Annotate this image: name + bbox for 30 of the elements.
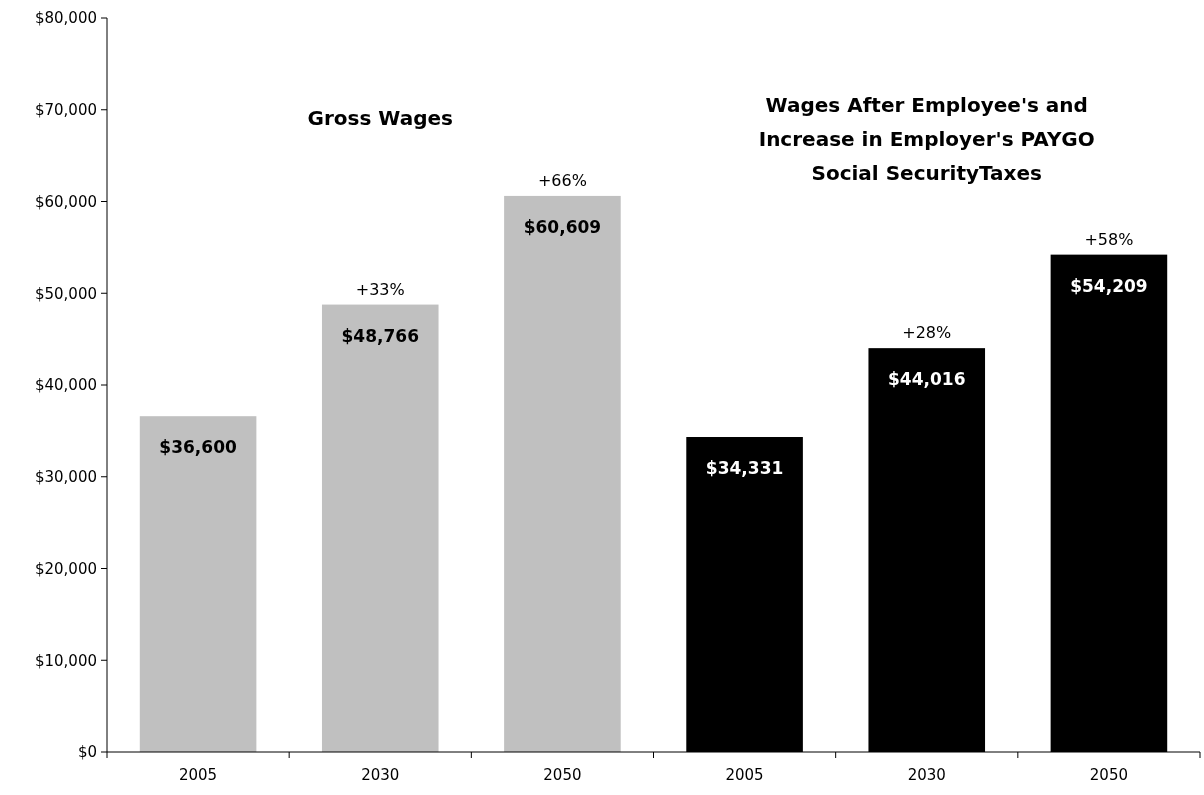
y-tick-label: $20,000 — [34, 559, 97, 578]
y-tick-label: $10,000 — [34, 651, 97, 670]
annotation: +66% — [537, 170, 587, 190]
x-tick-label: 2005 — [725, 766, 764, 784]
x-tick-label: 2030 — [907, 766, 946, 784]
y-tick-label: $30,000 — [34, 468, 97, 486]
bar — [504, 195, 621, 752]
y-tick-label: $60,000 — [34, 192, 97, 211]
annotation: Gross Wages — [307, 106, 453, 130]
annotation: +33% — [355, 279, 405, 299]
annotation: +58% — [1084, 229, 1134, 249]
annotation: +28% — [902, 323, 952, 343]
bar — [139, 416, 257, 752]
y-tick-label: $0 — [77, 743, 97, 762]
data-label: $54,209 — [1070, 275, 1148, 296]
y-tick-label: $50,000 — [34, 284, 97, 303]
y-tick-label: $40,000 — [34, 376, 97, 395]
y-tick-label: $80,000 — [34, 9, 97, 28]
data-label: $34,331 — [705, 458, 784, 479]
x-tick-label: 2005 — [178, 766, 218, 784]
data-label: $36,600 — [159, 437, 237, 458]
x-tick-label: 2030 — [361, 766, 400, 784]
data-label: $60,609 — [523, 216, 602, 237]
annotation: Wages After Employee's and Increase in Employer's PAYGO Social SecurityTaxes — [758, 93, 1095, 185]
y-tick-label: $70,000 — [34, 101, 97, 119]
x-tick-label: 2050 — [543, 766, 582, 784]
bar — [321, 304, 439, 752]
data-label: $48,766 — [341, 325, 419, 346]
data-label: $44,016 — [888, 369, 966, 390]
x-tick-label: 2050 — [1089, 766, 1129, 784]
